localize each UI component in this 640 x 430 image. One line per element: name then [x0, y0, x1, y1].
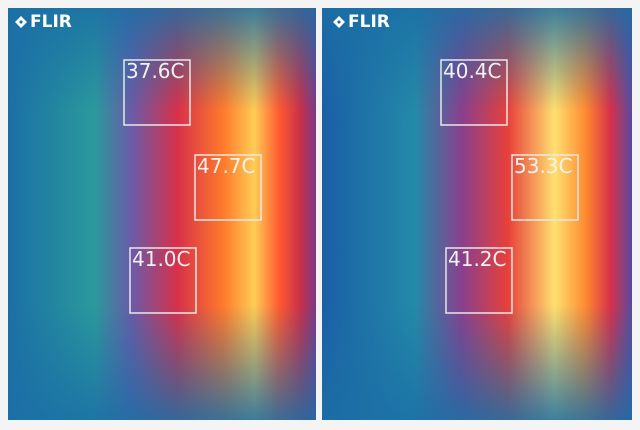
logo-icon: [15, 16, 27, 28]
reading-label: 53.3C: [514, 154, 573, 178]
reading-label: 47.7C: [197, 154, 256, 178]
reading-label: 40.4C: [443, 59, 502, 83]
logo-icon: [333, 16, 345, 28]
logo: FLIR: [348, 12, 390, 32]
measure-box: [123, 59, 191, 126]
thermal-shade: [322, 8, 632, 420]
reading-label: 41.0C: [132, 247, 191, 271]
measure-box: [194, 154, 262, 221]
reading-label: 41.2C: [448, 247, 507, 271]
measure-box: [440, 59, 508, 126]
measure-box: [445, 247, 513, 314]
measure-box: [511, 154, 579, 221]
reading-label: 37.6C: [126, 59, 185, 83]
panel: FLIR 37.6C 47.7C 41.0C: [8, 8, 316, 420]
panel: FLIR 40.4C 53.3C 41.2C: [322, 8, 632, 420]
thermal-shade: [8, 8, 316, 420]
measure-box: [129, 247, 197, 314]
logo: FLIR: [30, 12, 72, 32]
